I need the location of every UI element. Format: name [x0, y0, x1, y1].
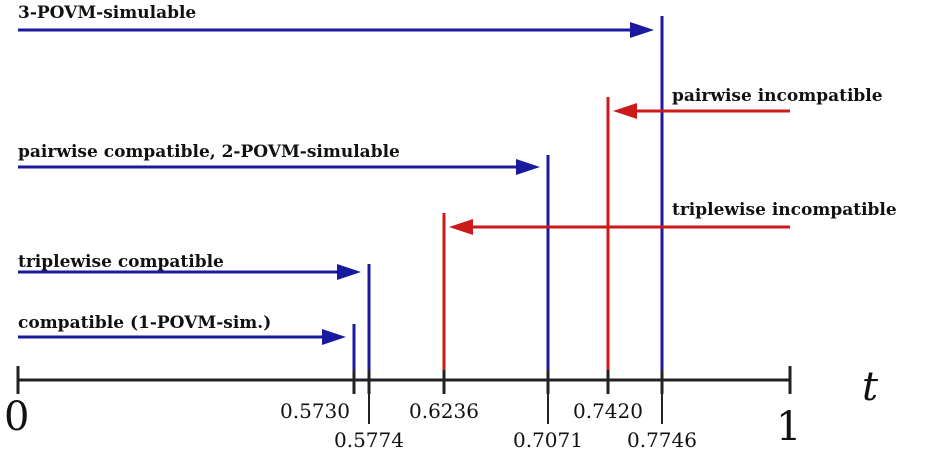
axis-ticks — [352, 370, 664, 424]
region-labels: 3-POVM-simulable pairwise incompatible pai… — [18, 3, 897, 333]
arrow-head-r5 — [322, 329, 346, 345]
arrow-head-r0 — [630, 22, 654, 38]
region-label-r4: triplewise compatible — [18, 252, 224, 272]
tick-label-0-7746: 0.7746 — [627, 428, 697, 452]
axis-end-label: 1 — [776, 404, 801, 450]
region-arrows — [18, 22, 790, 345]
region-label-r1: pairwise incompatible — [672, 86, 883, 106]
tick-label-0-7420: 0.7420 — [573, 399, 643, 423]
region-label-r0: 3-POVM-simulable — [18, 3, 196, 23]
tick-label-0-5730: 0.5730 — [280, 399, 350, 423]
axis-start-label: 0 — [4, 394, 29, 440]
tick-label-0-5774: 0.5774 — [334, 428, 404, 452]
region-label-r3: triplewise incompatible — [672, 200, 897, 220]
region-label-r5: compatible (1-POVM-sim.) — [18, 313, 271, 333]
arrow-head-r3 — [449, 219, 473, 235]
arrow-head-r4 — [337, 264, 361, 280]
tick-label-0-6236: 0.6236 — [409, 399, 479, 423]
axis-variable-label: t — [862, 364, 879, 410]
tick-label-0-7071: 0.7071 — [513, 428, 583, 452]
arrow-head-r2 — [516, 159, 540, 175]
arrow-head-r1 — [613, 103, 637, 119]
threshold-lines — [352, 16, 664, 380]
region-label-r2: pairwise compatible, 2-POVM-simulable — [18, 142, 400, 162]
